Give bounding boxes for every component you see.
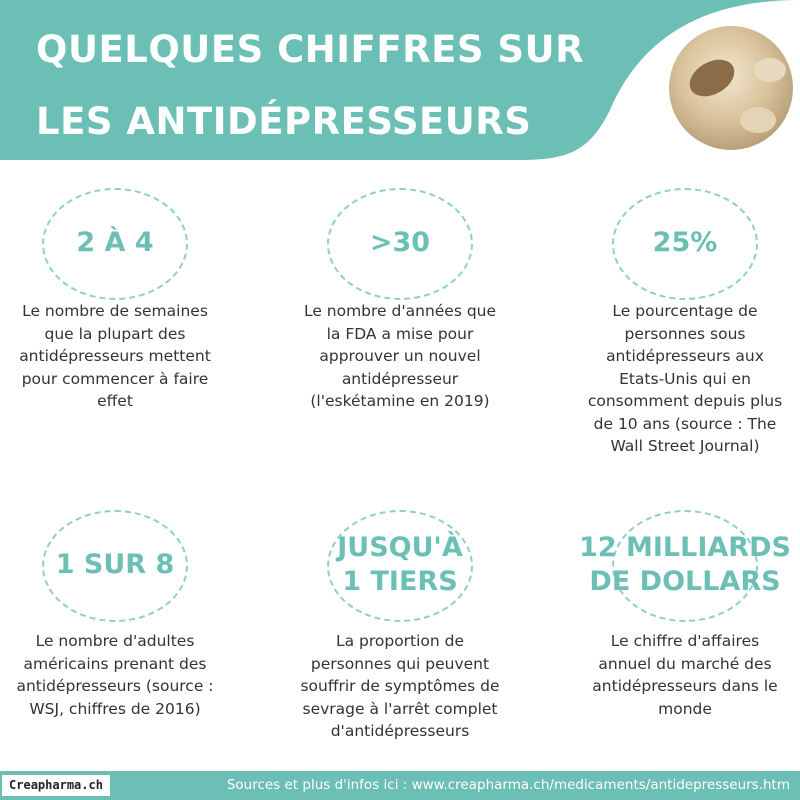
- pill: [740, 107, 776, 133]
- stat-value: 1 TIERS: [342, 566, 458, 597]
- stat-value: JUSQU'À: [337, 532, 463, 563]
- stat-description: Le nombre de semaines que la plupart des…: [19, 302, 211, 410]
- title: QUELQUES CHIFFRES SUR: [36, 28, 585, 71]
- stat-card: JUSQU'À 1 TIERS La proportion de personnes…: [275, 510, 525, 770]
- dashed-bubble: [327, 188, 473, 300]
- stat-description: Le chiffre d'affaires annuel du marché d…: [592, 632, 778, 718]
- dashed-bubble: [327, 510, 473, 622]
- stat-description: La proportion de personnes qui peuvent s…: [300, 632, 500, 740]
- header-background: [0, 0, 800, 160]
- stat-description: Le pourcentage de personnes sous antidép…: [587, 302, 783, 455]
- stat-description: Le nombre d'années que la FDA a mise pou…: [303, 302, 497, 410]
- pill: [754, 58, 786, 82]
- title: LES ANTIDÉPRESSEURS: [36, 100, 532, 143]
- pill-photo: [669, 26, 793, 150]
- dashed-bubble: [612, 510, 758, 622]
- dashed-bubble: [42, 188, 188, 300]
- stat-value: 1 SUR 8: [55, 549, 175, 580]
- sources: Sources et plus d'infos ici : www.creaph…: [226, 777, 790, 793]
- stat-card: 25% Le pourcentage de personnes sous anti…: [560, 188, 800, 455]
- stat-value: 12 MILLIARDS: [579, 532, 791, 563]
- stat-value: DE DOLLARS: [589, 566, 781, 597]
- dashed-bubble: [42, 510, 188, 622]
- header-band: [0, 0, 800, 160]
- stat-card: >30 Le nombre d'années que la FDA a mise …: [275, 188, 525, 448]
- stat-value: 2 À 4: [76, 227, 154, 258]
- stat-card: 12 MILLIARDS DE DOLLARS Le chiffre d'affai…: [560, 510, 800, 770]
- stat-card: 2 À 4 Le nombre de semaines que la plupar…: [0, 188, 240, 448]
- footer: Creapharma.ch Sources et plus d'infos ic…: [0, 771, 800, 800]
- stat-value: >30: [369, 227, 431, 258]
- stat-description: Le nombre d'adultes américains prenant d…: [16, 632, 214, 718]
- dashed-bubble: [612, 188, 758, 300]
- stat-value: 25%: [652, 227, 718, 258]
- pill: [689, 59, 735, 97]
- logo: Creapharma.ch: [2, 775, 110, 796]
- stat-card: 1 SUR 8 Le nombre d'adultes américains pr…: [0, 510, 240, 770]
